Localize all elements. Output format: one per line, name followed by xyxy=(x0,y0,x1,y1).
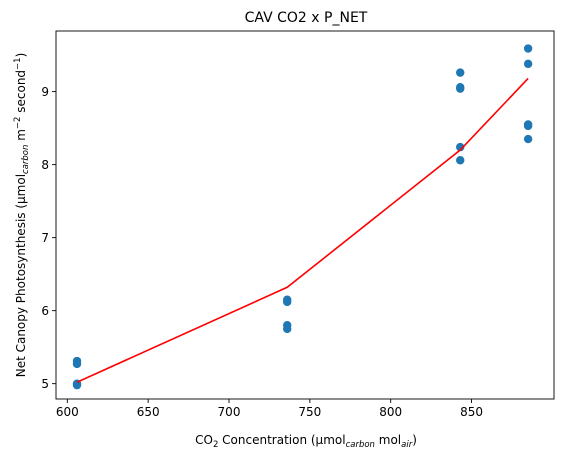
axis-label-part: carbon xyxy=(21,145,31,174)
data-point xyxy=(523,121,533,131)
x-tick-label: 850 xyxy=(460,405,483,419)
axis-label-part: mol xyxy=(375,433,401,447)
x-tick-label: 600 xyxy=(56,405,79,419)
axis-label-part: −1 xyxy=(13,57,23,70)
y-tick-label: 7 xyxy=(41,231,49,245)
axis-label-part: −2 xyxy=(13,117,23,130)
data-point xyxy=(456,68,465,77)
y-tick-label: 8 xyxy=(41,158,49,172)
axis-label-part: air xyxy=(401,440,413,450)
data-point xyxy=(283,297,292,307)
y-tick-label: 9 xyxy=(41,85,49,99)
data-point xyxy=(72,380,82,390)
x-tick-label: 700 xyxy=(218,405,241,419)
axis-label-part: ) xyxy=(14,53,28,58)
axis-label-part: Concentration (µmol xyxy=(218,433,345,447)
x-tick-label: 650 xyxy=(137,405,160,419)
data-point xyxy=(283,324,292,334)
axis-label-part: second xyxy=(14,70,28,117)
axis-label-part: 2 xyxy=(213,440,218,450)
axes-frame xyxy=(55,30,555,400)
x-tick-label: 750 xyxy=(298,405,321,419)
chart-title: CAV CO2 x P_NET xyxy=(245,10,368,26)
data-point xyxy=(523,44,533,53)
fit-line xyxy=(76,77,529,383)
axis-label-part: carbon xyxy=(346,440,375,450)
data-point xyxy=(523,134,533,144)
data-point xyxy=(523,59,533,69)
axis-label-part: CO xyxy=(195,433,213,447)
y-axis-label: Net Canopy Photosynthesis (µmolcarbon m−… xyxy=(13,53,31,378)
data-point xyxy=(456,142,465,152)
axis-ticks: 600 650 700 750 800 850 5 6 7 8 9 xyxy=(41,85,483,419)
axis-label-part: ) xyxy=(412,433,417,447)
y-tick-label: 6 xyxy=(41,304,49,318)
y-tick-label: 5 xyxy=(41,377,49,391)
data-point xyxy=(72,359,82,369)
x-tick-label: 800 xyxy=(379,405,402,419)
axis-label-part: m xyxy=(14,129,28,145)
axis-label-part: Net Canopy Photosynthesis (µmol xyxy=(14,174,28,377)
data-point xyxy=(456,84,465,93)
plot-area xyxy=(55,30,555,400)
x-axis-label: CO2 Concentration (µmolcarbon molair) xyxy=(195,433,417,450)
data-point xyxy=(456,156,465,165)
